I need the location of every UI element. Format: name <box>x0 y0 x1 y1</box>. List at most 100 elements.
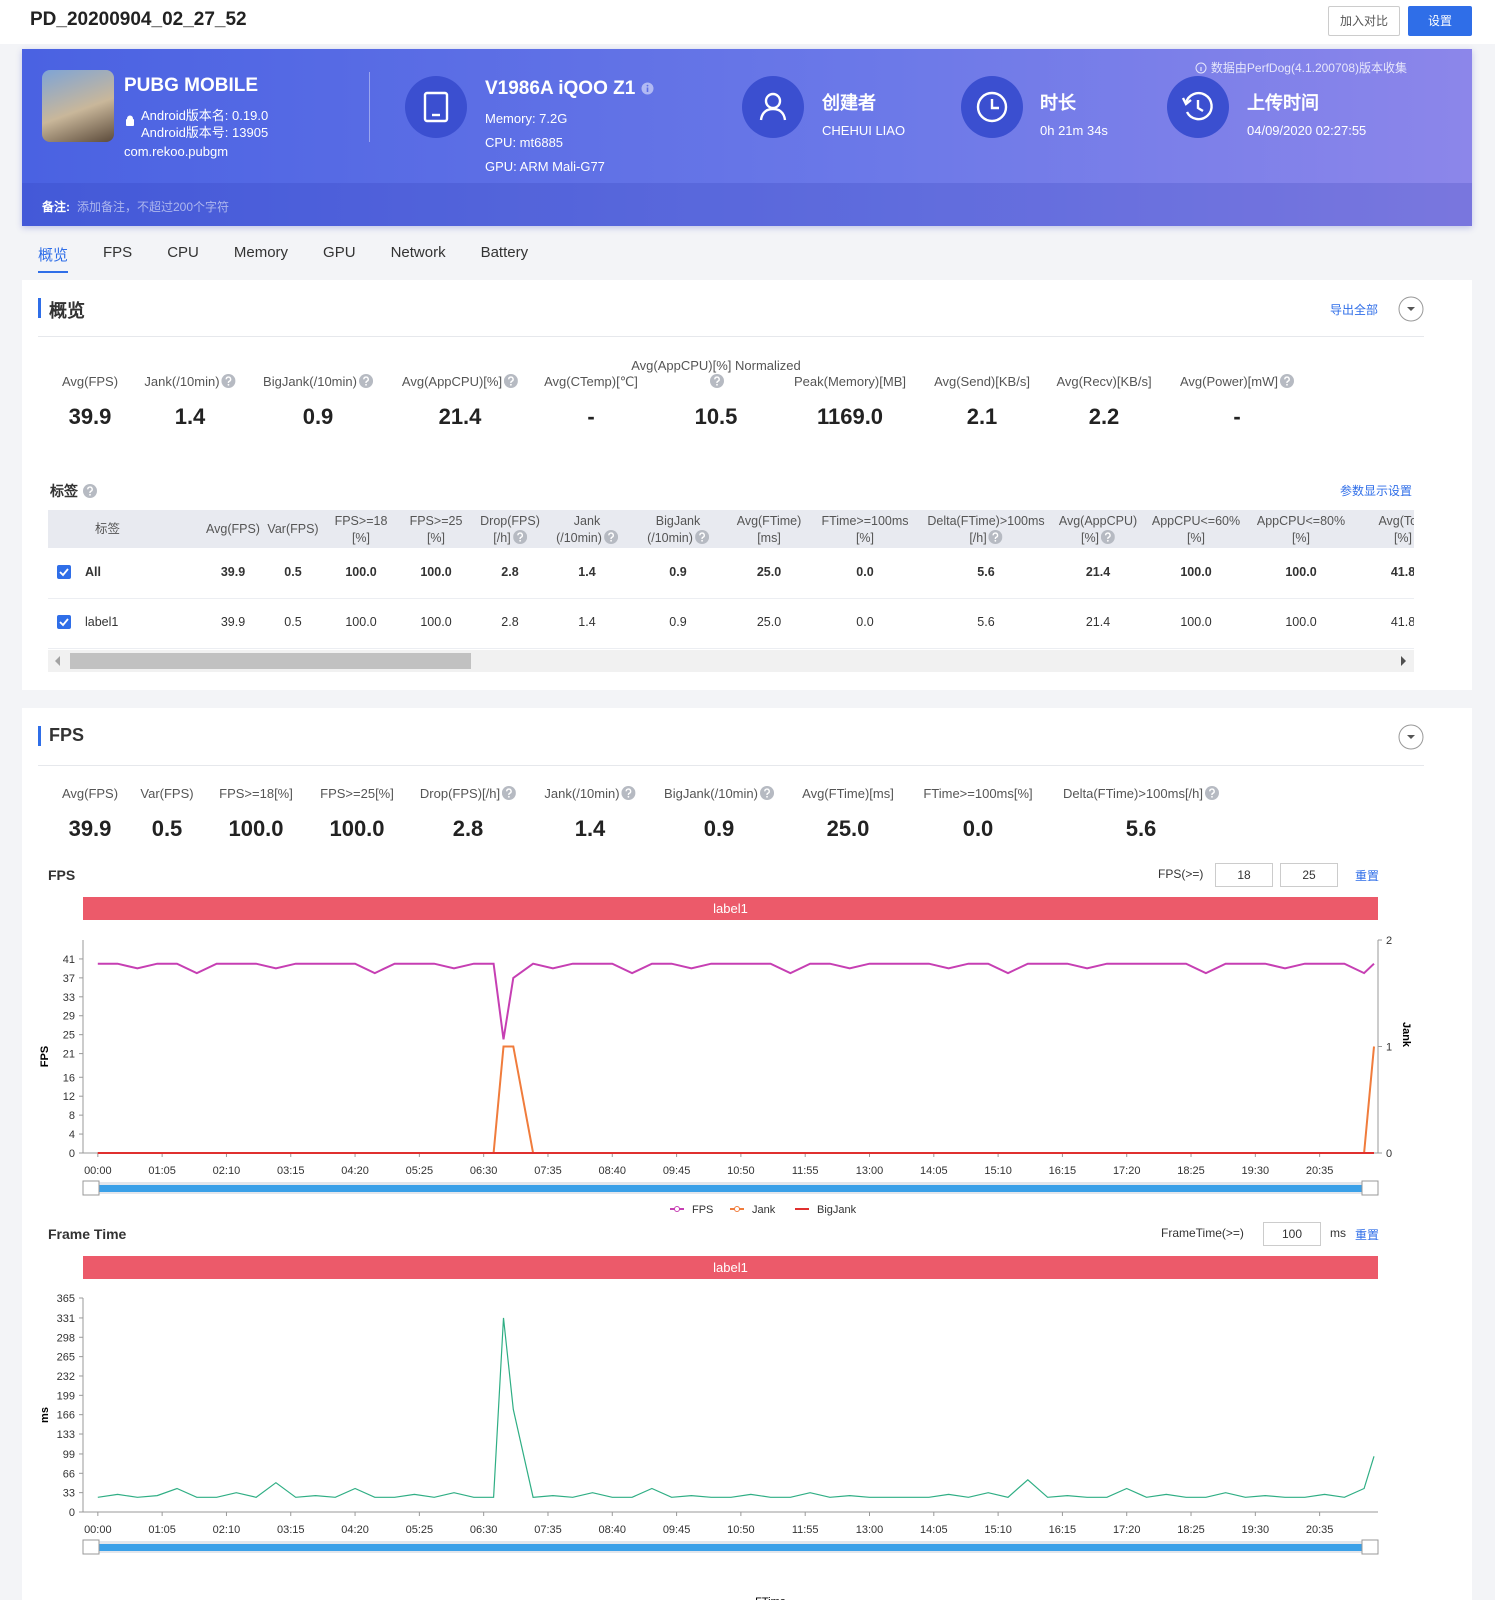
y-tick-label: 4 <box>69 1129 75 1141</box>
metric-value: 25.0 <box>827 816 870 842</box>
help-dot <box>1286 384 1288 386</box>
metric-label: FTime>=100ms[%] <box>923 786 1032 802</box>
x-tick-label: 06:30 <box>470 1165 498 1177</box>
help-icon[interactable] <box>760 786 774 800</box>
y-axis-label: ms <box>39 1407 51 1423</box>
metric-label-text: Avg(FPS) <box>62 786 118 801</box>
metric-label: BigJank(/10min) <box>664 786 774 802</box>
x-tick-label: 00:00 <box>84 1524 112 1536</box>
x-tick-label: 03:15 <box>277 1165 305 1177</box>
metric-value: 100.0 <box>329 816 384 842</box>
metric-label: Avg(Recv)[KB/s] <box>1056 374 1151 390</box>
metric-label: Jank(/10min) <box>544 786 635 802</box>
metric-value: 1.4 <box>575 816 606 842</box>
x-tick-label: 11:55 <box>792 1165 819 1177</box>
y-tick-label: 232 <box>57 1371 75 1383</box>
metric-label: FPS>=18[%] <box>219 786 293 802</box>
metric-label-text: BigJank(/10min) <box>263 374 357 389</box>
metric-label-text: Drop(FPS)[/h] <box>420 786 500 801</box>
legend-label: BigJank <box>817 1204 857 1216</box>
y-tick-label: 21 <box>63 1049 75 1061</box>
metric-value: 0.5 <box>152 816 183 842</box>
help-icon[interactable] <box>222 374 236 388</box>
metric-value: - <box>587 404 594 430</box>
zoom-handle[interactable] <box>83 1540 99 1554</box>
y-tick-label: 265 <box>57 1352 75 1364</box>
x-tick-label: 20:35 <box>1306 1165 1334 1177</box>
zoom-handle[interactable] <box>1362 1540 1378 1554</box>
x-tick-label: 19:30 <box>1242 1524 1270 1536</box>
y-tick-label: 365 <box>57 1293 75 1305</box>
legend-marker <box>675 1207 680 1212</box>
y-tick-label: 33 <box>63 1488 75 1500</box>
help-icon[interactable] <box>710 374 724 388</box>
zoom-handle[interactable] <box>1362 1181 1378 1195</box>
metric-label: Var(FPS) <box>140 786 193 802</box>
help-icon[interactable] <box>1280 374 1294 388</box>
help-dot <box>628 796 630 798</box>
metric-label-text: Avg(Power)[mW] <box>1180 374 1278 389</box>
help-icon[interactable] <box>622 786 636 800</box>
metric-value: 5.6 <box>1126 816 1157 842</box>
y-tick-label: 16 <box>63 1072 75 1084</box>
metric-label-text: FPS>=25[%] <box>320 786 394 801</box>
y-tick-label: 29 <box>63 1011 75 1023</box>
x-tick-label: 00:00 <box>84 1165 112 1177</box>
metric-value: 10.5 <box>695 404 738 430</box>
metric-label: Avg(FTime)[ms] <box>802 786 894 802</box>
x-tick-label: 15:10 <box>984 1165 1012 1177</box>
metric-label-text: FPS>=18[%] <box>219 786 293 801</box>
metric-label-text: Avg(AppCPU)[%] Normalized <box>631 358 801 373</box>
help-icon[interactable] <box>359 374 373 388</box>
metric-label: BigJank(/10min) <box>263 374 373 390</box>
metric-label: Delta(FTime)>100ms[/h] <box>1063 786 1219 802</box>
x-tick-label: 20:35 <box>1306 1524 1334 1536</box>
x-tick-label: 02:10 <box>213 1165 241 1177</box>
x-tick-label: 18:25 <box>1177 1165 1205 1177</box>
band-label: label1 <box>713 901 748 916</box>
series-line <box>98 1047 1374 1154</box>
metric-label-text: Avg(FPS) <box>62 374 118 389</box>
metric-label: Peak(Memory)[MB] <box>794 374 906 390</box>
x-tick-label: 04:20 <box>341 1165 369 1177</box>
x-tick-label: 04:20 <box>341 1524 369 1536</box>
metric-value: 0.0 <box>963 816 994 842</box>
metric-label: Avg(Send)[KB/s] <box>934 374 1030 390</box>
help-dot <box>510 384 512 386</box>
help-icon[interactable] <box>1205 786 1219 800</box>
y-tick-label: 0 <box>69 1507 75 1519</box>
metric-label-text: Avg(FTime)[ms] <box>802 786 894 801</box>
zoom-handle[interactable] <box>83 1181 99 1195</box>
metric-label: Avg(FPS) <box>62 374 118 390</box>
metric-label: Avg(Power)[mW] <box>1180 374 1294 390</box>
help-icon[interactable] <box>504 374 518 388</box>
metric-value: 39.9 <box>69 404 112 430</box>
y-tick-label: 12 <box>63 1091 75 1103</box>
metric-value: - <box>1233 404 1240 430</box>
x-tick-label: 16:15 <box>1049 1165 1077 1177</box>
x-tick-label: 16:15 <box>1049 1524 1077 1536</box>
x-tick-label: 13:00 <box>856 1165 884 1177</box>
series-line <box>98 964 1374 1040</box>
help-dot <box>1211 796 1213 798</box>
y-tick-label: 33 <box>63 992 75 1004</box>
y-tick-label: 133 <box>57 1429 75 1441</box>
legend-marker <box>735 1207 740 1212</box>
y-tick-label: 37 <box>63 973 75 985</box>
legend-label: Jank <box>752 1204 776 1216</box>
x-tick-label: 03:15 <box>277 1524 305 1536</box>
metric-value: 2.8 <box>453 816 484 842</box>
help-dot <box>508 796 510 798</box>
x-tick-label: 01:05 <box>148 1165 176 1177</box>
help-dot <box>365 384 367 386</box>
x-tick-label: 06:30 <box>470 1524 498 1536</box>
metric-label: FPS>=25[%] <box>320 786 394 802</box>
x-tick-label: 07:35 <box>534 1524 562 1536</box>
help-icon[interactable] <box>502 786 516 800</box>
metric-label: Drop(FPS)[/h] <box>420 786 516 802</box>
series-line <box>98 1318 1374 1497</box>
y-tick-label: 25 <box>63 1030 75 1042</box>
x-tick-label: 18:25 <box>1177 1524 1205 1536</box>
y-tick-label: 99 <box>63 1449 75 1461</box>
